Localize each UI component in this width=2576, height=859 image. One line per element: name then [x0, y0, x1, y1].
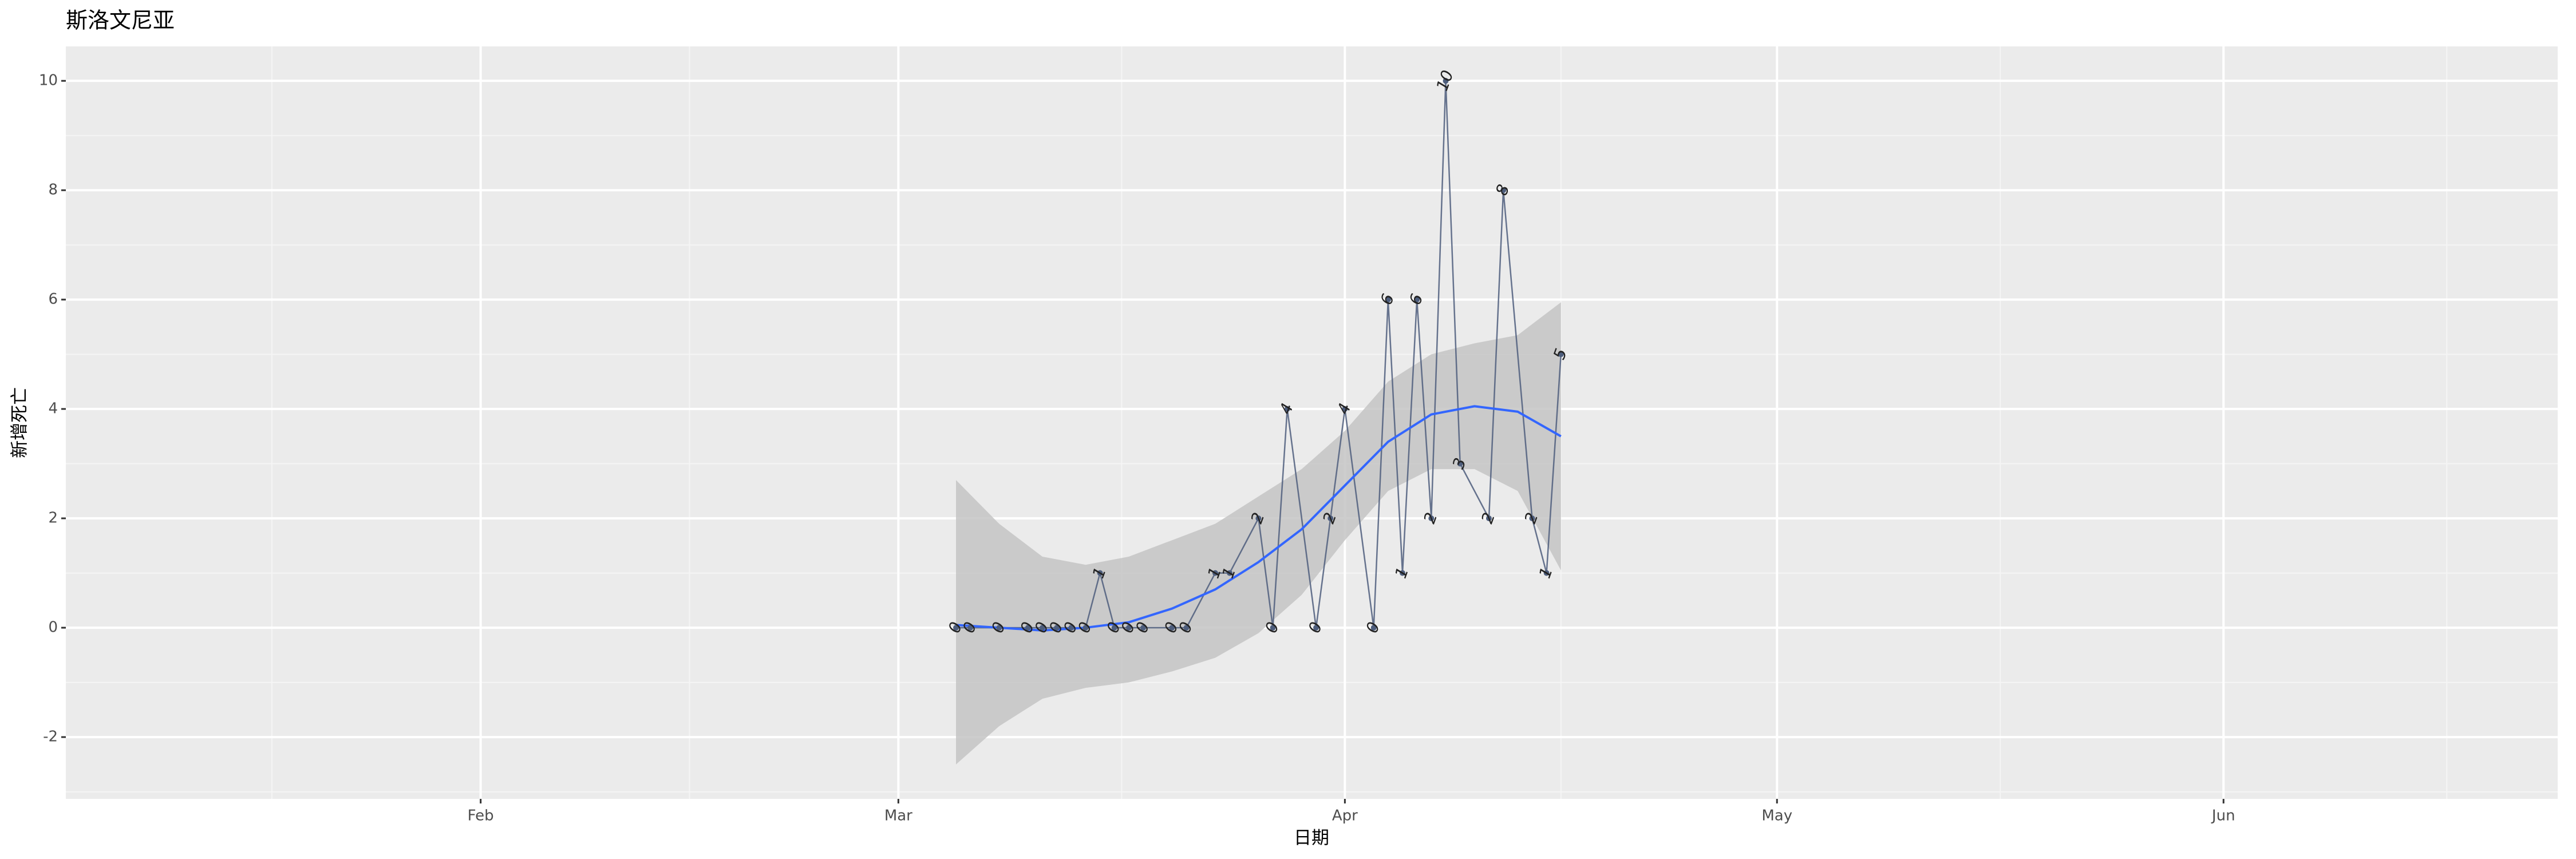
x-axis-title: 日期: [1294, 828, 1329, 849]
x-tick-label: Mar: [884, 807, 912, 825]
chart-title: 斯洛文尼亚: [66, 8, 175, 33]
point: [1054, 625, 1060, 631]
point: [1327, 515, 1334, 522]
point: [1400, 570, 1406, 576]
point: [1039, 625, 1045, 631]
grid: [66, 46, 2558, 799]
point: [1428, 515, 1435, 522]
point: [967, 625, 974, 631]
point: [1140, 625, 1147, 631]
point: [1529, 515, 1535, 522]
point: [1385, 297, 1391, 303]
panel: [66, 46, 2558, 799]
point: [1313, 625, 1319, 631]
point: [1485, 515, 1492, 522]
point: [1500, 187, 1507, 194]
x-tick-label: May: [1761, 807, 1792, 825]
point: [953, 625, 959, 631]
point: [1370, 625, 1377, 631]
point: [1025, 625, 1031, 631]
point: [1082, 625, 1089, 631]
x-tick-label: Jun: [2211, 807, 2235, 825]
point: [996, 625, 1002, 631]
point: [1270, 625, 1276, 631]
point: [1543, 570, 1550, 576]
y-axis-title: 新增死亡: [10, 387, 30, 458]
point: [1457, 460, 1463, 467]
x-tick-label: Apr: [1332, 807, 1358, 825]
point: [1212, 570, 1218, 576]
point: [1558, 351, 1564, 357]
point: [1125, 625, 1132, 631]
point: [1227, 570, 1233, 576]
point: [1414, 297, 1420, 303]
x-tick-label: Feb: [468, 807, 494, 825]
point: [1255, 515, 1262, 522]
y-tick-label: 2: [48, 510, 58, 527]
point: [1342, 406, 1348, 412]
point: [1284, 406, 1290, 412]
point: [1443, 78, 1449, 84]
point: [1111, 625, 1117, 631]
y-tick-label: 6: [48, 291, 58, 308]
y-tick-label: 4: [48, 400, 58, 417]
point: [1169, 625, 1175, 631]
series-line: [956, 81, 1562, 629]
y-tick-label: 8: [48, 182, 58, 199]
y-tick-label: 0: [48, 619, 58, 636]
point: [1068, 625, 1074, 631]
point: [1097, 570, 1103, 576]
point: [1183, 625, 1190, 631]
confidence-band: [956, 302, 1561, 765]
y-tick-label: 10: [39, 72, 58, 89]
y-tick-label: -2: [43, 728, 58, 746]
